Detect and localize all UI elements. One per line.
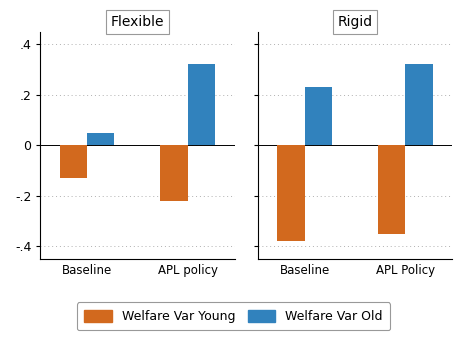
Bar — [161, 145, 188, 201]
Title: Flexible: Flexible — [111, 15, 164, 29]
Bar — [188, 64, 215, 145]
Title: Rigid: Rigid — [337, 15, 373, 29]
Bar — [60, 145, 87, 178]
Bar — [277, 145, 304, 241]
Bar — [87, 133, 114, 145]
Bar — [378, 145, 405, 234]
Legend: Welfare Var Young, Welfare Var Old: Welfare Var Young, Welfare Var Old — [77, 302, 390, 330]
Bar — [304, 87, 332, 145]
Bar — [405, 64, 432, 145]
